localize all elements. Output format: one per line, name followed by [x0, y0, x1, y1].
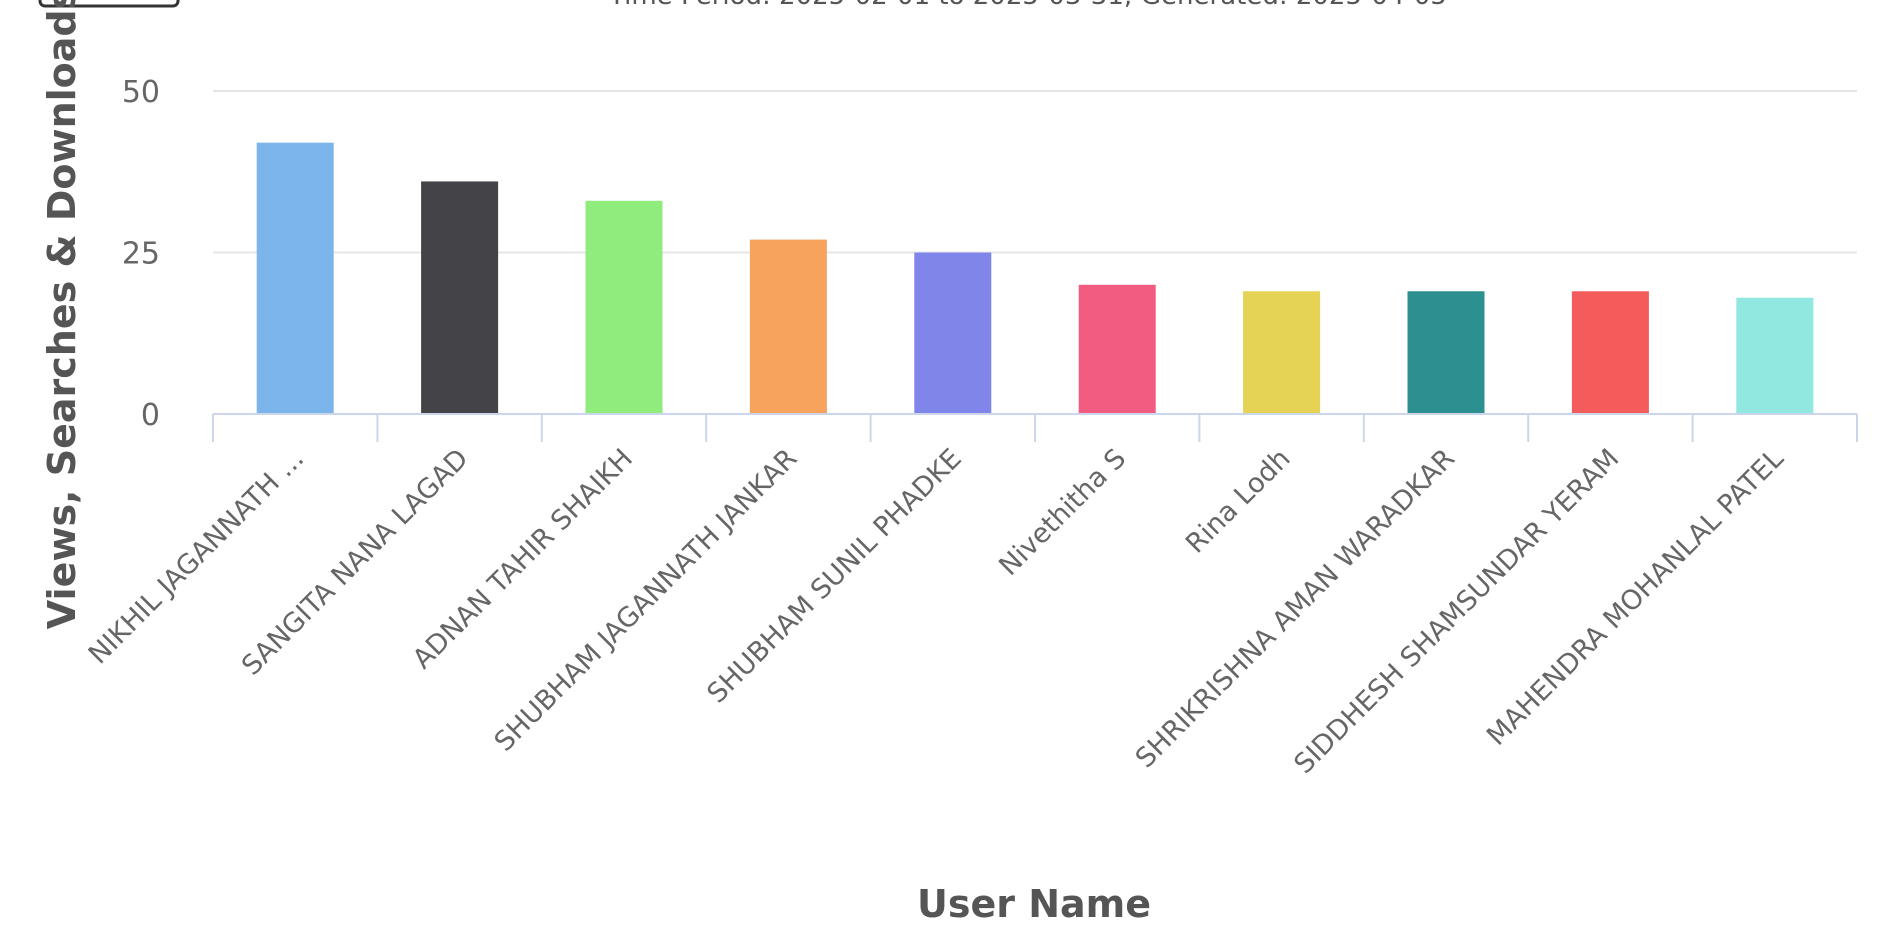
x-tick-label: MAHENDRA MOHANLAL PATEL [1481, 443, 1790, 752]
y-tick-label: 25 [122, 237, 160, 272]
chart-menu-button[interactable] [38, 0, 180, 8]
bars [256, 142, 1814, 415]
bar[interactable] [1243, 291, 1321, 414]
bar[interactable] [421, 181, 499, 414]
bar[interactable] [1407, 291, 1485, 414]
bar[interactable] [585, 200, 663, 414]
x-axis-title: User Name [917, 882, 1151, 921]
y-tick-label: 50 [122, 75, 160, 110]
y-axis-title: Views, Searches & Downloads [40, 0, 84, 629]
bar[interactable] [749, 239, 827, 414]
x-tick-label: Nivethitha S [993, 443, 1132, 582]
y-axis-labels: 0 25 50 [122, 75, 160, 433]
x-tick-label: SIDDHESH SHAMSUNDAR YERAM [1288, 443, 1625, 780]
bar[interactable] [1571, 291, 1649, 414]
x-tick-label: SHUBHAM JAGANNATH JANKAR [489, 443, 804, 758]
x-axis-ticks [212, 414, 1858, 442]
chart-subtitle: Time Period: 2025-02-01 to 2025-03-31; G… [608, 0, 1447, 11]
y-tick-label: 0 [141, 398, 160, 433]
x-axis-labels: NIKHIL JAGANNATH ...SANGITA NANA LAGADAD… [83, 443, 1790, 780]
bar[interactable] [256, 142, 334, 414]
bar[interactable] [914, 252, 992, 415]
bar[interactable] [1736, 297, 1814, 414]
x-tick-label: SHRIKRISHNA AMAN WARADKAR [1130, 443, 1461, 774]
x-tick-label: Rina Lodh [1180, 443, 1297, 560]
bar[interactable] [1078, 284, 1156, 414]
